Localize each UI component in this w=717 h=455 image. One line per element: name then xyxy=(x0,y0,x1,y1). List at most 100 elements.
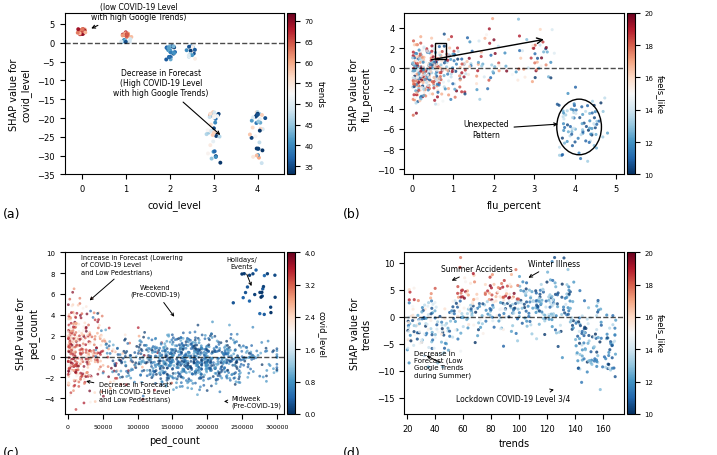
Point xyxy=(591,349,602,356)
Point xyxy=(488,70,499,77)
Point xyxy=(402,318,414,325)
Text: Midweek
(Pre-COVID-19): Midweek (Pre-COVID-19) xyxy=(225,395,282,408)
Point xyxy=(566,131,577,139)
Point xyxy=(76,30,87,37)
Point xyxy=(69,335,80,342)
Point xyxy=(433,352,445,359)
Point xyxy=(463,304,475,311)
Point xyxy=(242,348,253,355)
Point xyxy=(413,86,424,93)
Point xyxy=(219,348,231,355)
Point xyxy=(487,69,498,76)
Point xyxy=(66,329,77,337)
Point xyxy=(594,339,606,346)
Point xyxy=(507,310,518,317)
Point xyxy=(421,330,432,337)
Point xyxy=(567,298,579,306)
Point xyxy=(79,380,90,387)
Point xyxy=(557,108,569,116)
Point xyxy=(599,95,610,102)
Point xyxy=(419,86,431,94)
Point xyxy=(527,305,538,312)
Point xyxy=(215,359,227,367)
Point xyxy=(65,325,76,333)
Point xyxy=(80,341,92,349)
Point xyxy=(521,298,532,306)
Point xyxy=(76,357,87,364)
Point xyxy=(184,349,195,356)
Point xyxy=(80,30,91,37)
Point xyxy=(127,359,138,366)
Point xyxy=(116,358,128,365)
Point xyxy=(77,370,88,378)
Point xyxy=(182,362,194,369)
Point xyxy=(168,362,180,369)
Point xyxy=(71,310,82,317)
Point xyxy=(193,367,204,374)
Point xyxy=(597,364,608,371)
Point xyxy=(166,331,178,339)
Point xyxy=(442,68,454,76)
Point xyxy=(410,71,422,78)
Point xyxy=(531,59,543,66)
Point xyxy=(222,345,233,353)
Point xyxy=(185,337,196,344)
Point xyxy=(75,29,86,36)
Point xyxy=(485,307,497,314)
Point xyxy=(412,71,423,79)
Point xyxy=(461,290,473,297)
Point xyxy=(205,360,217,367)
Point xyxy=(167,352,179,359)
Point xyxy=(231,338,242,345)
Point xyxy=(166,373,178,380)
Point xyxy=(429,50,441,57)
Point xyxy=(82,356,94,364)
Point xyxy=(84,331,95,339)
Point xyxy=(452,294,464,301)
Point xyxy=(180,358,191,365)
Point xyxy=(108,346,119,353)
Point xyxy=(179,368,191,375)
Point xyxy=(67,360,78,367)
Point xyxy=(63,354,75,362)
Point xyxy=(572,357,584,364)
Point xyxy=(442,71,453,79)
Point xyxy=(75,31,86,39)
Point xyxy=(188,51,199,58)
Point xyxy=(602,334,613,342)
Point xyxy=(560,301,571,308)
Point xyxy=(441,337,452,344)
Point xyxy=(194,351,206,358)
Point xyxy=(80,324,92,331)
Point xyxy=(485,297,497,304)
Point xyxy=(234,363,246,370)
Point xyxy=(63,316,75,324)
Point xyxy=(488,281,500,288)
Point xyxy=(176,334,187,342)
Point xyxy=(168,386,179,394)
Point xyxy=(484,40,495,48)
Point xyxy=(201,350,212,357)
Point xyxy=(566,326,578,333)
Point xyxy=(414,47,425,55)
Point xyxy=(163,374,174,382)
Point xyxy=(70,313,81,321)
Point xyxy=(186,51,197,58)
Point xyxy=(450,318,461,325)
Point xyxy=(417,60,429,67)
Point xyxy=(199,346,211,353)
Point xyxy=(177,374,189,381)
Point xyxy=(532,307,543,314)
Point xyxy=(122,340,133,347)
Point xyxy=(405,313,417,320)
Point xyxy=(195,375,206,382)
Point xyxy=(496,306,508,313)
Point xyxy=(150,345,161,353)
Point xyxy=(146,345,158,352)
Point xyxy=(581,316,593,323)
Point xyxy=(136,379,148,386)
Point xyxy=(456,287,467,294)
Point xyxy=(168,348,180,355)
Point xyxy=(80,328,92,335)
Point xyxy=(447,51,459,59)
